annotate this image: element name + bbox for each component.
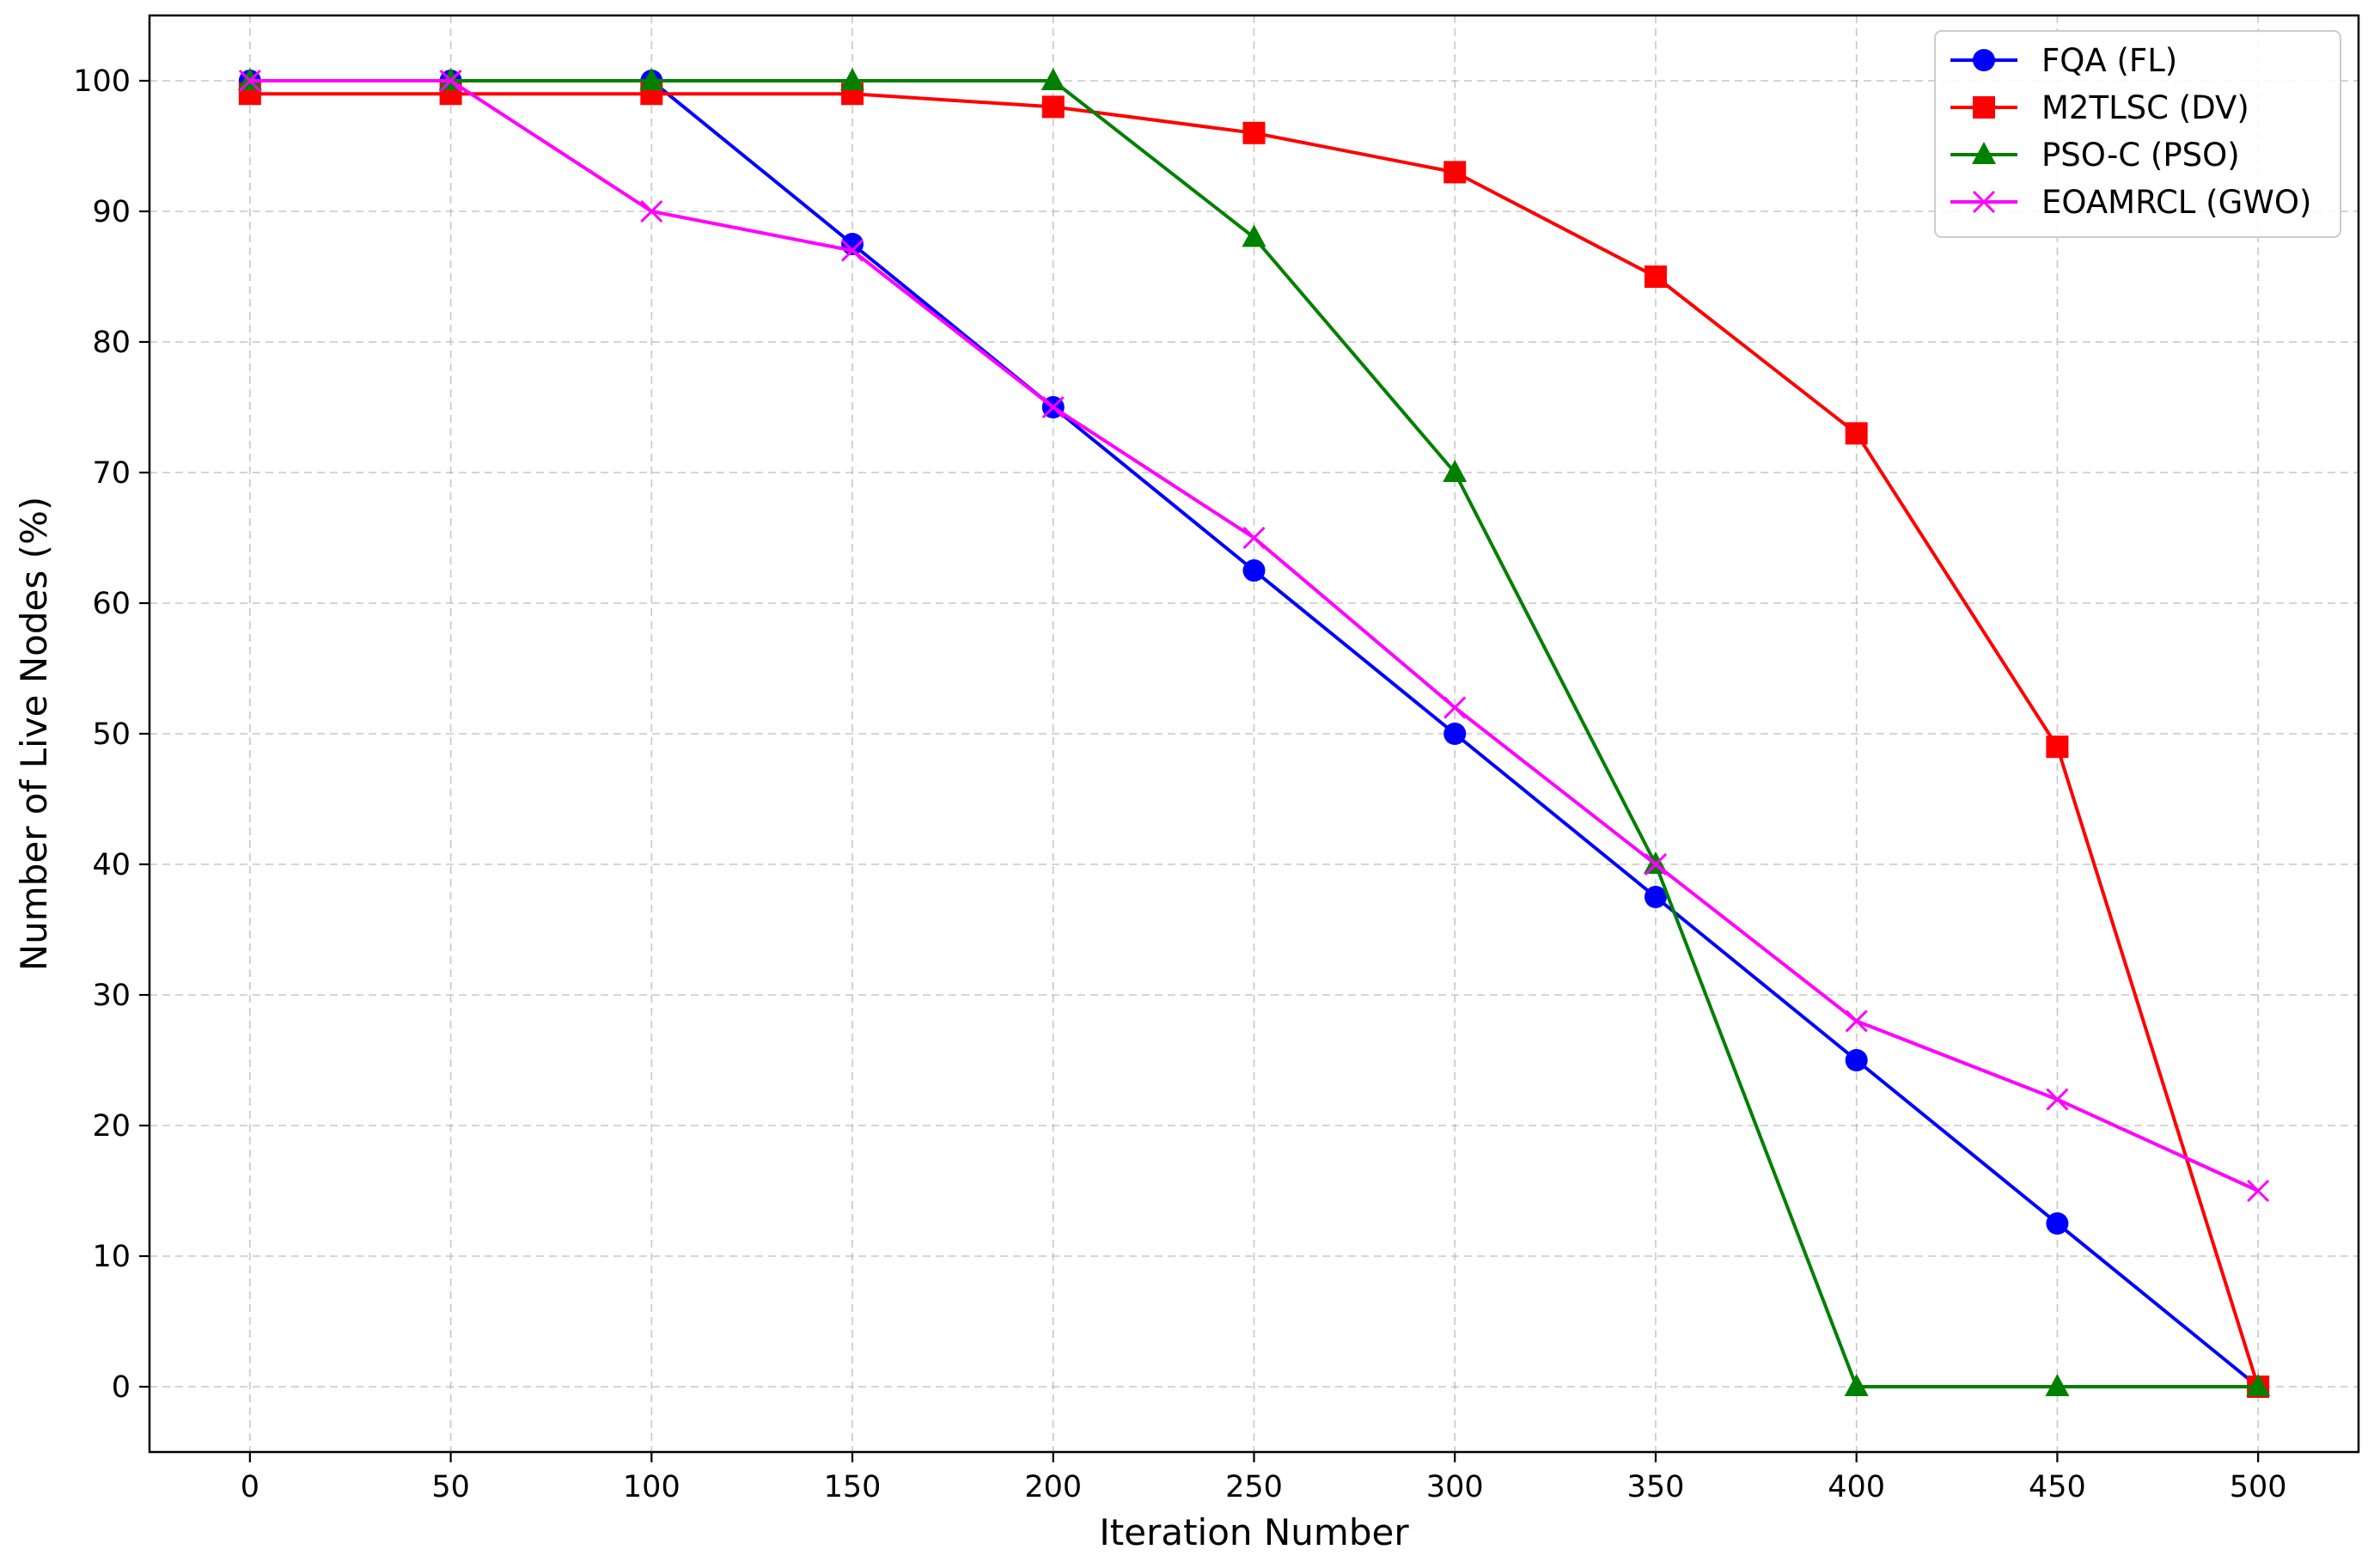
triangle-marker bbox=[1443, 460, 1468, 482]
legend-label: FQA (FL) bbox=[2041, 42, 2177, 79]
legend-box bbox=[1934, 30, 2341, 238]
x-marker-stroke bbox=[1443, 696, 1467, 719]
x-marker bbox=[1845, 1010, 1868, 1033]
x-tick-label: 350 bbox=[1627, 1470, 1685, 1504]
x-marker-stroke bbox=[439, 69, 462, 93]
x-marker-stroke bbox=[1242, 526, 1266, 550]
x-tick-label: 150 bbox=[824, 1470, 882, 1504]
data-series bbox=[237, 68, 2271, 1398]
legend: FQA (FL) M2TLSC (DV) PSO-C (PSO) EOAMRCL (G… bbox=[1934, 30, 2341, 238]
square-marker bbox=[1845, 422, 1868, 445]
circle-marker bbox=[1443, 723, 1467, 745]
circle-marker bbox=[2046, 1212, 2069, 1235]
triangle-marker bbox=[1972, 142, 1996, 164]
x-marker bbox=[840, 239, 864, 262]
legend-label: PSO-C (PSO) bbox=[2041, 137, 2240, 174]
x-marker bbox=[439, 69, 462, 93]
x-marker bbox=[1972, 190, 1996, 214]
y-tick-label: 10 bbox=[92, 1240, 131, 1274]
x-marker bbox=[238, 69, 261, 93]
legend-item: EOAMRCL (GWO) bbox=[1950, 184, 2311, 221]
x-tick-label: 250 bbox=[1225, 1470, 1283, 1504]
triangle-marker bbox=[1844, 1374, 1869, 1396]
x-marker bbox=[1443, 696, 1467, 719]
x-marker bbox=[2247, 1179, 2270, 1203]
x-tick-label: 400 bbox=[1828, 1470, 1885, 1504]
circle-marker bbox=[1845, 1049, 1868, 1071]
y-tick-label: 80 bbox=[92, 326, 131, 360]
triangle-marker bbox=[639, 68, 664, 90]
square-marker bbox=[1644, 265, 1667, 288]
circle-marker bbox=[1644, 886, 1667, 908]
x-marker-stroke bbox=[640, 199, 663, 223]
y-tick-label: 40 bbox=[92, 848, 131, 882]
legend-item: PSO-C (PSO) bbox=[1950, 137, 2240, 174]
x-axis-title: Iteration Number bbox=[1099, 1511, 1409, 1553]
square-marker bbox=[1443, 161, 1467, 184]
square-marker bbox=[1242, 121, 1266, 144]
x-marker-stroke bbox=[2046, 1088, 2069, 1111]
square-marker bbox=[2046, 735, 2069, 759]
y-tick-label: 60 bbox=[92, 587, 131, 621]
x-marker-stroke bbox=[1972, 190, 1996, 214]
series-x bbox=[238, 69, 2270, 1203]
square-marker bbox=[1973, 96, 1995, 119]
triangle-marker bbox=[2246, 1374, 2271, 1396]
square-marker bbox=[1041, 95, 1065, 119]
x-marker-stroke bbox=[238, 69, 261, 93]
x-marker bbox=[1242, 526, 1266, 550]
x-marker bbox=[1041, 395, 1065, 419]
y-tick-label: 20 bbox=[92, 1109, 131, 1144]
x-marker bbox=[2046, 1088, 2069, 1111]
circle-marker bbox=[1242, 559, 1266, 582]
x-tick-label: 300 bbox=[1426, 1470, 1484, 1504]
axis-ticks: 0 50 100 150 200 250 300 350 400 450 500 0 10 20 30 40 5… bbox=[73, 64, 2286, 1504]
x-marker bbox=[1644, 852, 1668, 876]
x-tick-label: 450 bbox=[2029, 1470, 2086, 1504]
y-tick-label: 50 bbox=[92, 717, 131, 752]
x-marker-stroke bbox=[1845, 1010, 1868, 1033]
x-marker-stroke bbox=[840, 239, 864, 262]
legend-label: EOAMRCL (GWO) bbox=[2041, 184, 2311, 221]
y-tick-label: 30 bbox=[92, 979, 131, 1013]
triangle-marker bbox=[840, 68, 865, 90]
legend-item: M2TLSC (DV) bbox=[1950, 89, 2249, 126]
circle-marker bbox=[1973, 49, 1995, 71]
x-tick-label: 500 bbox=[2230, 1470, 2287, 1504]
triangle-marker bbox=[2045, 1374, 2070, 1396]
x-marker-stroke bbox=[1644, 852, 1668, 876]
x-marker-stroke bbox=[2247, 1179, 2270, 1203]
y-tick-label: 0 bbox=[112, 1370, 131, 1405]
x-marker-stroke bbox=[1041, 395, 1065, 419]
triangle-marker bbox=[1242, 224, 1266, 247]
y-axis-title: Number of Live Nodes (%) bbox=[13, 497, 55, 972]
x-marker bbox=[640, 199, 663, 223]
x-tick-label: 100 bbox=[623, 1470, 680, 1504]
x-tick-label: 0 bbox=[241, 1470, 259, 1504]
x-tick-label: 50 bbox=[431, 1470, 470, 1504]
y-tick-label: 70 bbox=[92, 456, 131, 491]
legend-item: FQA (FL) bbox=[1950, 42, 2177, 79]
y-tick-label: 100 bbox=[73, 64, 131, 99]
y-tick-label: 90 bbox=[92, 195, 131, 229]
triangle-marker bbox=[1041, 68, 1065, 90]
legend-label: M2TLSC (DV) bbox=[2041, 89, 2249, 126]
x-tick-label: 200 bbox=[1024, 1470, 1082, 1504]
